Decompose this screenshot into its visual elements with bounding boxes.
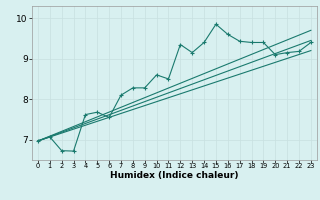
X-axis label: Humidex (Indice chaleur): Humidex (Indice chaleur) [110,171,239,180]
